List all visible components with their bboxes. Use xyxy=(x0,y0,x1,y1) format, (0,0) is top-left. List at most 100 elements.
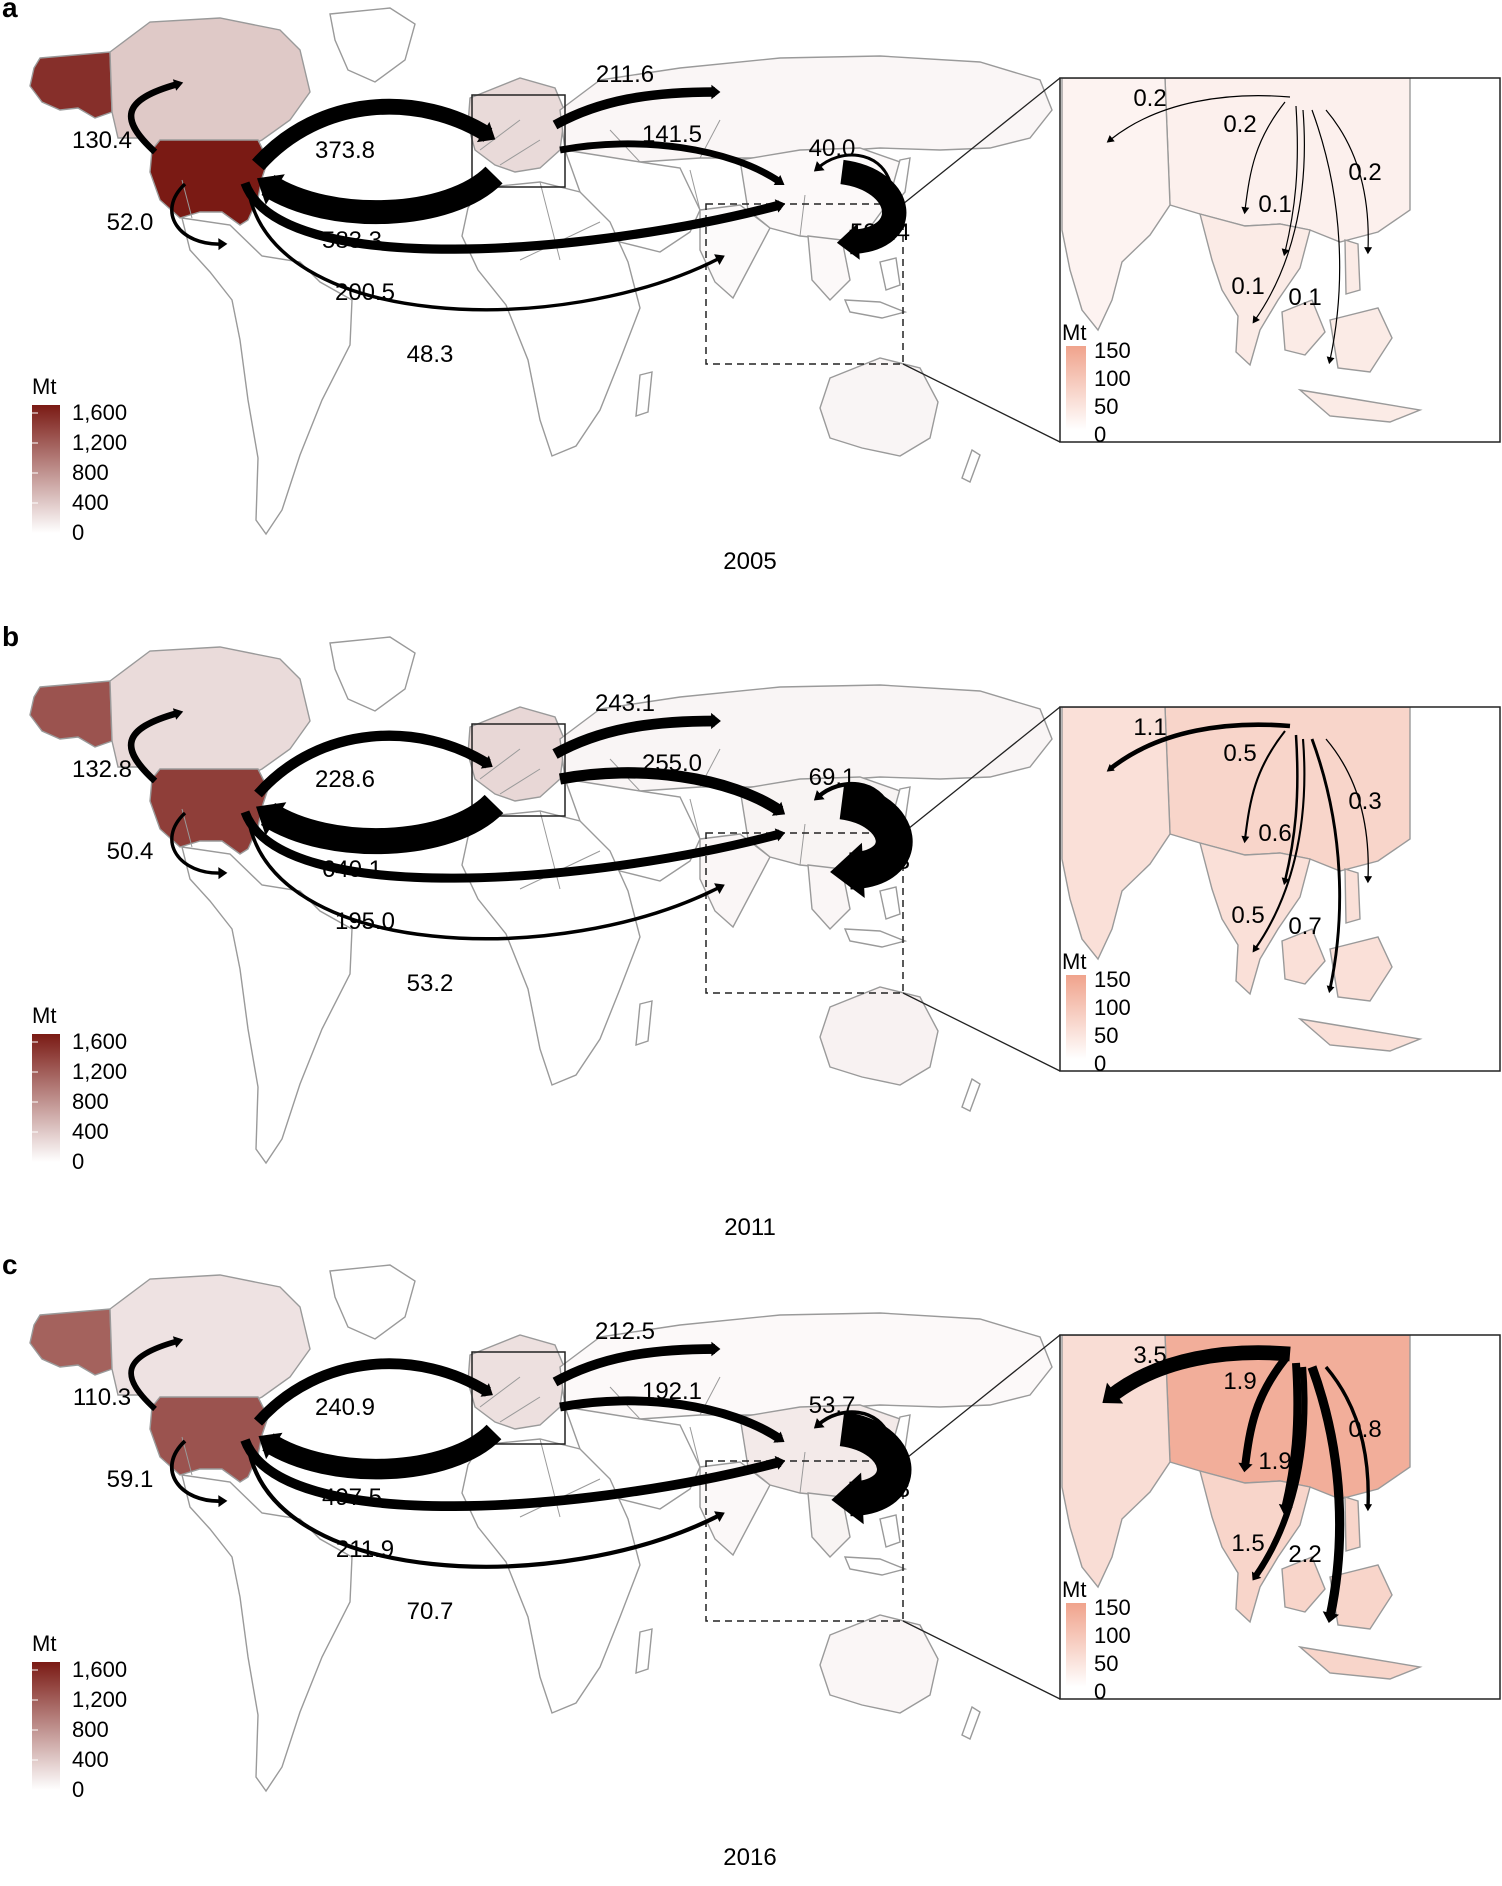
region-alaska xyxy=(29,51,113,119)
flow-arrow xyxy=(838,782,913,890)
region-latam xyxy=(181,1474,353,1793)
inset-flow-label: 0.5 xyxy=(1223,740,1256,767)
main-legend: Mt 1,600 1,200 800 400 0 xyxy=(32,1003,127,1174)
region-canada xyxy=(109,646,311,782)
panel-letter: b xyxy=(2,621,20,652)
legend-tick: 1,600 xyxy=(72,1657,127,1682)
legend-unit: Mt xyxy=(32,1003,56,1028)
inset-flow-label: 0.2 xyxy=(1348,159,1381,186)
region-islands xyxy=(843,1514,908,1576)
inset-legend-tick: 0 xyxy=(1094,422,1106,447)
flow-arrow xyxy=(252,98,493,171)
flow-arrowhead xyxy=(172,1336,184,1348)
legend-tick: 800 xyxy=(72,460,109,485)
inset-flow-label: 2.2 xyxy=(1288,1541,1321,1568)
year-caption: 2011 xyxy=(724,1214,776,1241)
flow-arrowhead xyxy=(258,1432,283,1460)
region-alaska xyxy=(29,680,113,748)
region-se_asia xyxy=(807,235,851,302)
flow-arrow xyxy=(127,709,179,784)
flow-label: 856.8 xyxy=(850,1476,910,1503)
legend-tick: 1,200 xyxy=(72,430,127,455)
inset-flow-arrow xyxy=(1311,109,1341,361)
flow-arrow xyxy=(128,1338,179,1412)
map-svg: 132.850.4228.6640.1195.053.2243.1255.069… xyxy=(29,636,1501,1174)
inset-legend-colorbar xyxy=(1066,346,1086,430)
inset-region-se_asia xyxy=(1199,213,1423,423)
flow-label: 373.8 xyxy=(315,137,375,164)
inset-legend-tick: 100 xyxy=(1094,1623,1131,1648)
flow-label: 240.9 xyxy=(315,1394,375,1421)
inset-flow-arrowhead xyxy=(1252,944,1260,953)
inset-flow-arrowhead xyxy=(1364,876,1373,884)
flow-arrowhead xyxy=(257,174,285,205)
flow-label: 141.5 xyxy=(642,121,702,148)
inset-flow-arrowhead xyxy=(1364,1504,1373,1512)
world-map xyxy=(29,636,1053,1165)
inset-flow-arrow xyxy=(1243,730,1286,840)
region-nz xyxy=(961,1077,981,1112)
inset-flow-arrowhead xyxy=(1241,206,1250,215)
legend-tick: 1,600 xyxy=(72,1029,127,1054)
flow-arrowhead xyxy=(771,801,786,816)
inset-flow-label: 0.5 xyxy=(1231,902,1264,929)
inset-legend-tick: 50 xyxy=(1094,394,1118,419)
flow-arrowhead xyxy=(711,84,721,100)
flow-arrow xyxy=(816,153,892,183)
inset-legend-colorbar xyxy=(1066,975,1086,1059)
inset-flow-arrowhead xyxy=(1326,985,1335,994)
flow-arrow xyxy=(559,1396,783,1443)
flow-label: 594.4 xyxy=(850,219,910,246)
main-legend: Mt 1,600 1,200 800 400 0 xyxy=(32,374,127,545)
flow-arrow xyxy=(552,715,716,759)
inset-flow-label: 0.8 xyxy=(1348,1416,1381,1443)
region-usa xyxy=(149,768,269,855)
flow-label: 920.3 xyxy=(850,848,910,875)
inset-legend-tick: 0 xyxy=(1094,1679,1106,1704)
flow-arrow xyxy=(262,1424,502,1480)
flow-arrow xyxy=(245,1444,721,1569)
flow-arrow xyxy=(552,87,716,130)
inset-map: 3.5 1.9 1.9 1.5 2.2 0.8 xyxy=(1059,1334,1501,1700)
panel-letter: c xyxy=(2,1249,18,1280)
flow-arrowhead xyxy=(813,161,825,172)
inset-flow-arrowhead xyxy=(1281,248,1290,257)
inset-flow-label: 1.9 xyxy=(1258,1448,1291,1475)
region-nz xyxy=(961,448,981,483)
inset-extent-box xyxy=(705,832,904,994)
inset-map: 1.1 0.5 0.6 0.5 0.7 0.3 xyxy=(1059,706,1501,1072)
flow-label: 212.5 xyxy=(595,1318,655,1345)
flow-label: 195.0 xyxy=(335,908,395,935)
region-canada xyxy=(109,1274,311,1410)
inset-legend-tick: 150 xyxy=(1094,1595,1131,1620)
inset-flow-arrow xyxy=(1310,738,1342,990)
legend-tick: 400 xyxy=(72,1747,109,1772)
flow-arrowhead xyxy=(773,175,785,185)
flow-arrowhead xyxy=(476,121,496,143)
inset-legend-tick: 100 xyxy=(1094,366,1131,391)
inset-legend-tick: 50 xyxy=(1094,1651,1118,1676)
region-australia xyxy=(819,1614,939,1714)
flow-arrowhead xyxy=(831,1472,864,1525)
legend-colorbar xyxy=(32,405,60,533)
flow-label: 110.3 xyxy=(73,1384,131,1411)
flow-arrow xyxy=(246,187,721,312)
inset-flow-arrow xyxy=(1105,1345,1291,1403)
map-svg: 110.359.1240.9497.5211.970.7212.5192.153… xyxy=(29,1264,1501,1802)
legend-tick: 0 xyxy=(72,520,84,545)
inset-legend-tick: 100 xyxy=(1094,995,1131,1020)
flow-arrowhead xyxy=(714,254,725,265)
region-latam xyxy=(181,846,353,1165)
region-india xyxy=(699,204,771,300)
flow-arrow xyxy=(253,1358,491,1426)
inset-flow-arrow xyxy=(1284,105,1298,253)
legend-tick: 400 xyxy=(72,490,109,515)
flow-arrowhead xyxy=(813,1418,825,1429)
inset-flow-arrow xyxy=(1283,734,1299,882)
inset-flow-label: 1.1 xyxy=(1133,714,1166,741)
flow-layer: 130.452.0373.8583.3200.548.3211.6141.540… xyxy=(72,61,910,368)
flow-arrowhead xyxy=(711,712,721,730)
inset-flow-arrow xyxy=(1254,738,1306,950)
legend-unit: Mt xyxy=(32,374,56,399)
